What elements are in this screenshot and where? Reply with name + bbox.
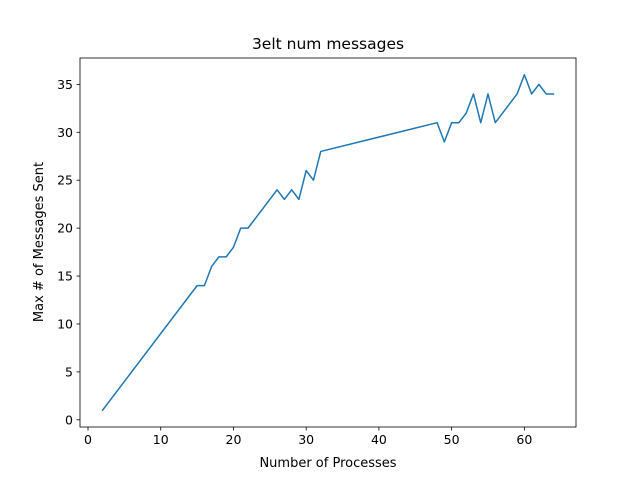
y-tick-label-30: 30: [57, 125, 73, 140]
y-tick-label-35: 35: [57, 77, 73, 92]
y-axis-label: Max # of Messages Sent: [32, 162, 47, 322]
x-tick-label-60: 60: [516, 432, 532, 447]
chart-title: 3elt num messages: [252, 35, 404, 53]
y-axis: 0 5 10 15 20 25 30 35: [57, 77, 80, 427]
x-tick-label-30: 30: [298, 432, 314, 447]
y-tick-label-15: 15: [57, 269, 73, 284]
y-tick-label-25: 25: [57, 173, 73, 188]
x-tick-label-20: 20: [226, 432, 242, 447]
x-axis-label: Number of Processes: [259, 456, 396, 471]
series-line-0: [101, 74, 555, 412]
x-tick-label-10: 10: [153, 432, 169, 447]
y-tick-label-10: 10: [57, 316, 73, 331]
y-tick-label-20: 20: [57, 221, 73, 236]
x-tick-label-0: 0: [84, 432, 92, 447]
axes-frame: [79, 57, 577, 428]
y-tick-label-5: 5: [65, 364, 73, 379]
plot-area: [101, 74, 555, 412]
y-tick-label-0: 0: [65, 412, 73, 427]
x-axis: 0 10 20 30 40 50 60: [84, 427, 532, 447]
x-tick-label-40: 40: [371, 432, 387, 447]
x-tick-label-50: 50: [444, 432, 460, 447]
